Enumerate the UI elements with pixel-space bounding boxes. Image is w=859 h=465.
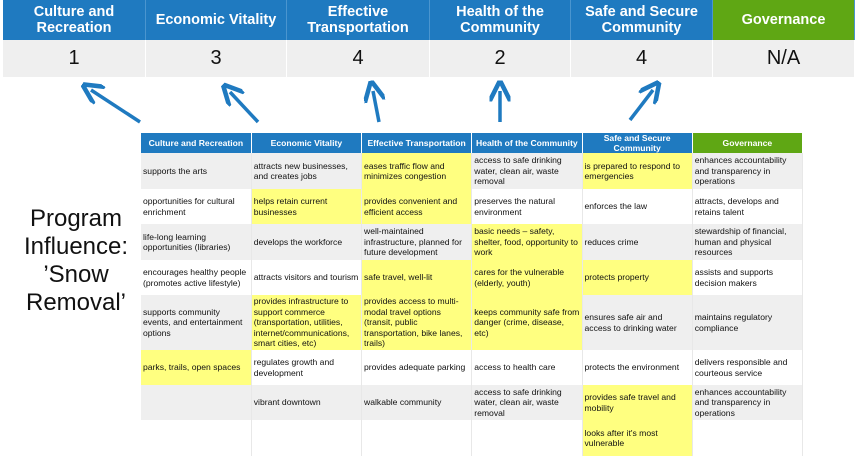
table-cell: enhances accountability and transparency… (692, 153, 804, 189)
table-cell (141, 420, 252, 456)
score-economic: 3 (146, 40, 287, 77)
summary-header-safe: Safe and Secure Community (571, 0, 713, 40)
table-cell: protects the environment (582, 350, 693, 385)
table-cell: is prepared to respond to emergencies (582, 153, 693, 189)
table-cell: enforces the law (582, 189, 693, 224)
table-cell: supports the arts (141, 153, 252, 189)
table-cell: access to health care (471, 350, 583, 385)
table-row: vibrant downtown walkable community access… (141, 385, 804, 420)
table-row: supports the arts attracts new businesses… (141, 153, 804, 189)
table-cell: provides convenient and efficient access (361, 189, 473, 224)
table-cell: provides infrastructure to support comme… (251, 295, 363, 350)
table-cell: preserves the natural environment (471, 189, 583, 224)
table-cell (141, 385, 252, 420)
table-cell: stewardship of financial, human and phys… (692, 224, 804, 260)
summary-grid: Culture and Recreation Economic Vitality… (3, 0, 855, 77)
arrow-economic (230, 92, 260, 124)
table-cell: delivers responsible and courteous servi… (692, 350, 804, 385)
table-row: parks, trails, open spaces regulates grow… (141, 350, 804, 385)
table-cell: helps retain current businesses (251, 189, 363, 224)
table-cell: provides access to multi-modal travel op… (361, 295, 473, 350)
table-cell: assists and supports decision makers (692, 260, 804, 295)
table-cell (361, 420, 473, 456)
program-influence-label: Program Influence: ’Snow Removal’ (23, 205, 129, 316)
arrow-safe (628, 90, 653, 122)
table-header: Governance (692, 133, 804, 153)
table-cell: vibrant downtown (251, 385, 363, 420)
table-row: looks after it's most vulnerable (141, 420, 804, 456)
table-cell (471, 420, 583, 456)
table-cell: keeps community safe from danger (crime,… (471, 295, 583, 350)
table-cell: looks after it's most vulnerable (582, 420, 693, 456)
table-cell: attracts visitors and tourism (251, 260, 363, 295)
table-cell: protects property (582, 260, 693, 295)
summary-header-transportation: Effective Transportation (287, 0, 430, 40)
table-cell: opportunities for cultural enrichment (141, 189, 252, 224)
summary-header-culture: Culture and Recreation (3, 0, 146, 40)
table-header: Effective Transportation (361, 133, 473, 153)
influence-table: Culture and Recreation Economic Vitality E… (141, 133, 804, 456)
table-cell: attracts, develops and retains talent (692, 189, 804, 224)
table-cell: life-long learning opportunities (librar… (141, 224, 252, 260)
summary-header-health: Health of the Community (430, 0, 571, 40)
table-cell: supports community events, and entertain… (141, 295, 252, 350)
table-cell: well-maintained infrastructure, planned … (361, 224, 473, 260)
summary-header-economic: Economic Vitality (146, 0, 287, 40)
table-cell: basic needs – safety, shelter, food, opp… (471, 224, 583, 260)
table-cell: reduces crime (582, 224, 693, 260)
table-header: Culture and Recreation (141, 133, 252, 153)
table-cell: enhances accountability and transparency… (692, 385, 804, 420)
arrow-culture (91, 90, 141, 124)
table-row: supports community events, and entertain… (141, 295, 804, 350)
table-cell: ensures safe air and access to drinking … (582, 295, 693, 350)
table-header: Safe and Secure Community (582, 133, 693, 153)
arrow-transportation (373, 91, 379, 123)
table-cell: attracts new businesses, and creates job… (251, 153, 363, 189)
table-cell (692, 420, 804, 456)
table-header: Economic Vitality (251, 133, 363, 153)
table-row: opportunities for cultural enrichment hel… (141, 189, 804, 224)
table-cell: access to safe drinking water, clean air… (471, 385, 583, 420)
table-cell: eases traffic flow and minimizes congest… (361, 153, 473, 189)
table-cell: maintains regulatory compliance (692, 295, 804, 350)
score-health: 2 (430, 40, 571, 77)
table-cell: encourages healthy people (promotes acti… (141, 260, 252, 295)
table-cell: access to safe drinking water, clean air… (471, 153, 583, 189)
table-row: encourages healthy people (promotes acti… (141, 260, 804, 295)
table-cell: provides safe travel and mobility (582, 385, 693, 420)
score-safe: 4 (571, 40, 713, 77)
table-row: life-long learning opportunities (librar… (141, 224, 804, 260)
summary-header-governance: Governance (713, 0, 855, 40)
table-cell: cares for the vulnerable (elderly, youth… (471, 260, 583, 295)
score-governance: N/A (713, 40, 855, 77)
table-cell: provides adequate parking (361, 350, 473, 385)
table-cell: develops the workforce (251, 224, 363, 260)
score-culture: 1 (3, 40, 146, 77)
table-cell (251, 420, 363, 456)
table-cell: parks, trails, open spaces (141, 350, 252, 385)
table-cell: walkable community (361, 385, 473, 420)
table-cell: safe travel, well-lit (361, 260, 473, 295)
table-cell: regulates growth and development (251, 350, 363, 385)
score-transportation: 4 (287, 40, 430, 77)
table-header: Health of the Community (471, 133, 583, 153)
